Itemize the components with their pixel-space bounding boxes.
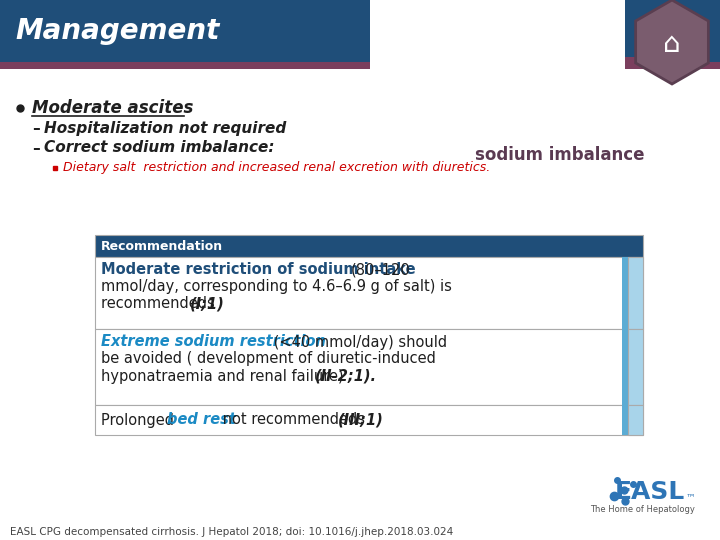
Text: (80–120: (80–120 <box>351 262 410 278</box>
Text: (III;1): (III;1) <box>338 413 384 428</box>
Text: Hospitalization not required: Hospitalization not required <box>44 120 287 136</box>
Bar <box>95 235 643 257</box>
Text: ⌂: ⌂ <box>663 30 681 58</box>
Text: EASL CPG decompensated cirrhosis. J Hepatol 2018; doi: 10.1016/j.jhep.2018.03.02: EASL CPG decompensated cirrhosis. J Hepa… <box>10 527 454 537</box>
Text: Extreme sodium restriction: Extreme sodium restriction <box>101 334 326 349</box>
Text: hyponatraemia and renal failure): hyponatraemia and renal failure) <box>101 368 348 383</box>
Text: mmol/day, corresponding to 4.6–6.9 g of salt) is: mmol/day, corresponding to 4.6–6.9 g of … <box>101 279 452 294</box>
Bar <box>628 405 643 435</box>
Bar <box>95 329 643 405</box>
Bar <box>622 329 628 405</box>
Text: EASL: EASL <box>615 480 685 504</box>
Text: not recommendeds: not recommendeds <box>218 413 369 428</box>
Bar <box>95 257 643 329</box>
Bar <box>0 0 720 62</box>
Text: The Home of Hepatology: The Home of Hepatology <box>590 505 695 515</box>
Text: –: – <box>32 120 40 136</box>
Bar <box>95 405 643 435</box>
Text: Recommendation: Recommendation <box>101 240 223 253</box>
Text: –: – <box>32 140 40 156</box>
Bar <box>625 57 668 62</box>
Text: (II-2;1).: (II-2;1). <box>315 368 377 383</box>
Text: bed rest: bed rest <box>167 413 236 428</box>
Bar <box>628 257 643 329</box>
Text: Correct sodium imbalance:: Correct sodium imbalance: <box>44 140 274 156</box>
Bar <box>622 257 628 329</box>
Text: sodium imbalance: sodium imbalance <box>475 146 644 164</box>
Text: be avoided ( development of diuretic-induced: be avoided ( development of diuretic-ind… <box>101 350 436 366</box>
Bar <box>0 62 720 69</box>
Text: Prolonged: Prolonged <box>101 413 179 428</box>
Bar <box>622 405 628 435</box>
Text: (<40 mmol/day) should: (<40 mmol/day) should <box>269 334 447 349</box>
Text: ™: ™ <box>686 492 696 502</box>
Bar <box>628 329 643 405</box>
Text: recommendeds: recommendeds <box>101 296 220 312</box>
Text: Dietary salt  restriction and increased renal excretion with diuretics.: Dietary salt restriction and increased r… <box>63 161 490 174</box>
Bar <box>370 0 625 130</box>
Text: Management: Management <box>15 17 220 45</box>
Polygon shape <box>636 0 708 84</box>
Text: (I;1): (I;1) <box>190 296 225 312</box>
Text: Moderate ascites: Moderate ascites <box>32 99 194 117</box>
Text: Moderate restriction of sodium intake: Moderate restriction of sodium intake <box>101 262 415 278</box>
